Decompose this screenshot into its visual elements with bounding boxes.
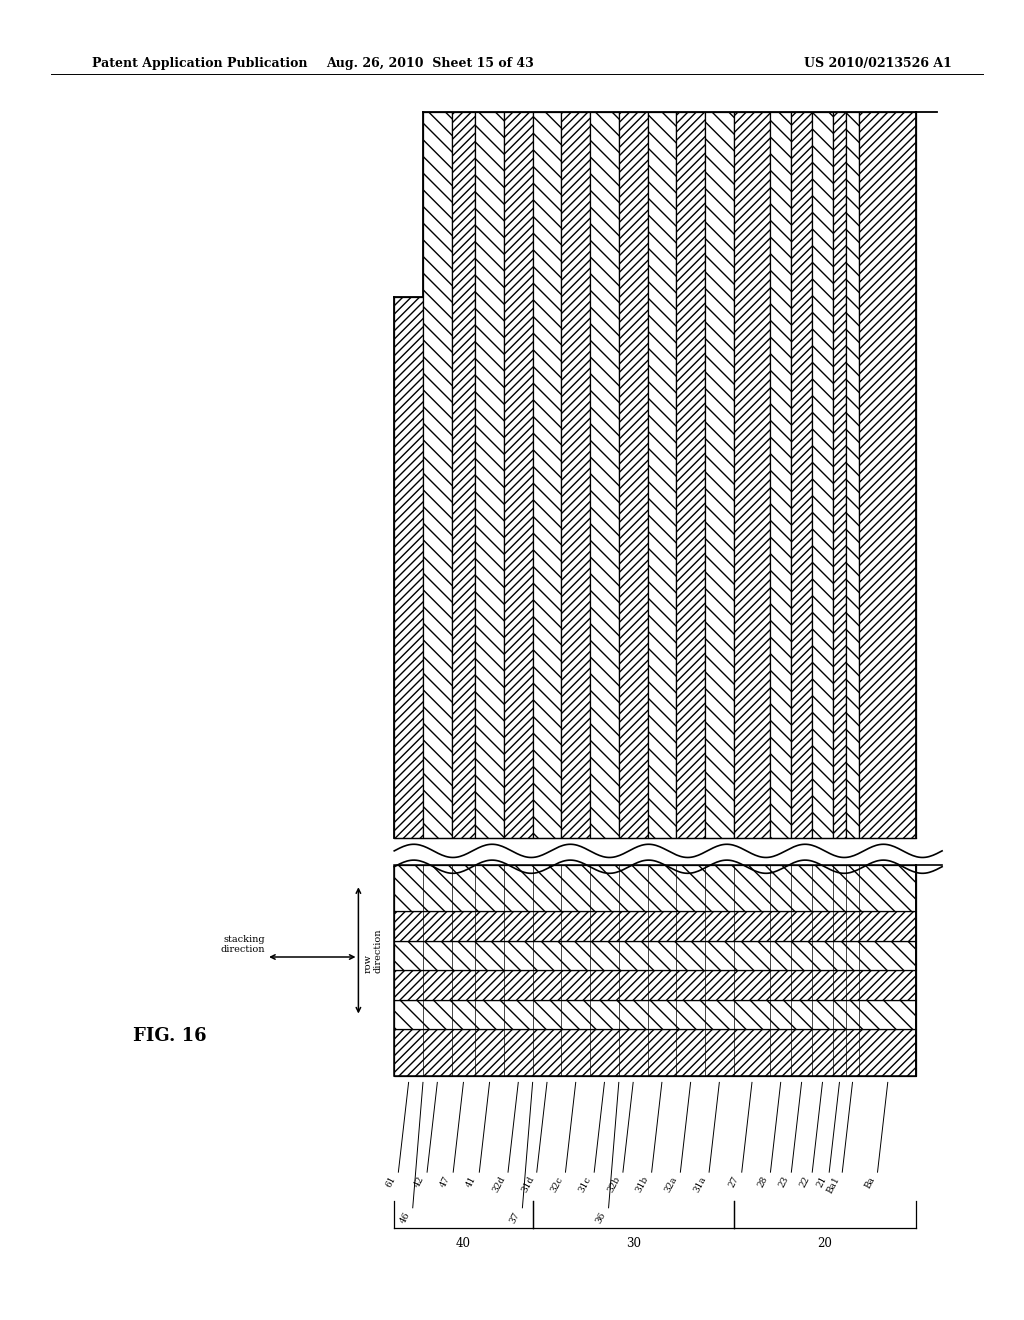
Text: 32a: 32a — [664, 1175, 679, 1193]
Bar — [394, 970, 916, 999]
Text: 28: 28 — [756, 1175, 769, 1189]
Text: 40: 40 — [456, 1237, 471, 1250]
Bar — [504, 112, 532, 838]
Text: 32b: 32b — [606, 1175, 622, 1195]
Bar — [394, 865, 916, 911]
Text: Patent Application Publication: Patent Application Publication — [92, 57, 307, 70]
Bar — [561, 112, 590, 838]
Bar — [733, 112, 770, 838]
Text: 31c: 31c — [578, 1175, 593, 1193]
Bar — [394, 297, 423, 838]
Bar — [792, 112, 812, 838]
Text: 31d: 31d — [520, 1175, 536, 1195]
Bar — [394, 865, 916, 1076]
Text: stacking
direction: stacking direction — [221, 935, 265, 954]
Bar — [676, 112, 705, 838]
Text: 31b: 31b — [635, 1175, 650, 1195]
Bar — [452, 112, 475, 838]
Text: row
direction: row direction — [364, 928, 383, 973]
Text: FIG. 16: FIG. 16 — [133, 1027, 207, 1045]
Text: 37: 37 — [508, 1210, 521, 1225]
Text: 32d: 32d — [492, 1175, 507, 1195]
Bar — [647, 112, 676, 838]
Bar — [394, 1030, 916, 1076]
Text: Ba1: Ba1 — [825, 1175, 842, 1195]
Text: 30: 30 — [626, 1237, 641, 1250]
Bar — [812, 112, 833, 838]
Bar — [770, 112, 792, 838]
Bar — [475, 112, 504, 838]
Text: 36: 36 — [594, 1210, 607, 1225]
Text: Ba: Ba — [863, 1175, 877, 1189]
Text: 46: 46 — [398, 1210, 412, 1225]
Text: 31a: 31a — [692, 1175, 708, 1193]
Bar — [846, 112, 859, 838]
Bar — [859, 112, 916, 838]
Text: US 2010/0213526 A1: US 2010/0213526 A1 — [805, 57, 952, 70]
Text: 41: 41 — [465, 1175, 478, 1189]
Bar — [394, 911, 916, 941]
Text: 23: 23 — [777, 1175, 791, 1189]
Text: 22: 22 — [798, 1175, 811, 1189]
Text: 47: 47 — [439, 1175, 453, 1189]
Bar — [423, 112, 452, 838]
Text: 42: 42 — [413, 1175, 426, 1189]
Text: 32c: 32c — [549, 1175, 564, 1193]
Bar — [532, 112, 561, 838]
Text: 21: 21 — [815, 1175, 828, 1189]
Bar — [705, 112, 733, 838]
Bar — [618, 112, 647, 838]
Bar — [833, 112, 846, 838]
Text: 61: 61 — [384, 1175, 397, 1189]
Bar — [394, 941, 916, 970]
Bar — [394, 999, 916, 1030]
Bar — [590, 112, 618, 838]
Text: 27: 27 — [727, 1175, 740, 1189]
Text: 20: 20 — [817, 1237, 833, 1250]
Text: Aug. 26, 2010  Sheet 15 of 43: Aug. 26, 2010 Sheet 15 of 43 — [327, 57, 534, 70]
